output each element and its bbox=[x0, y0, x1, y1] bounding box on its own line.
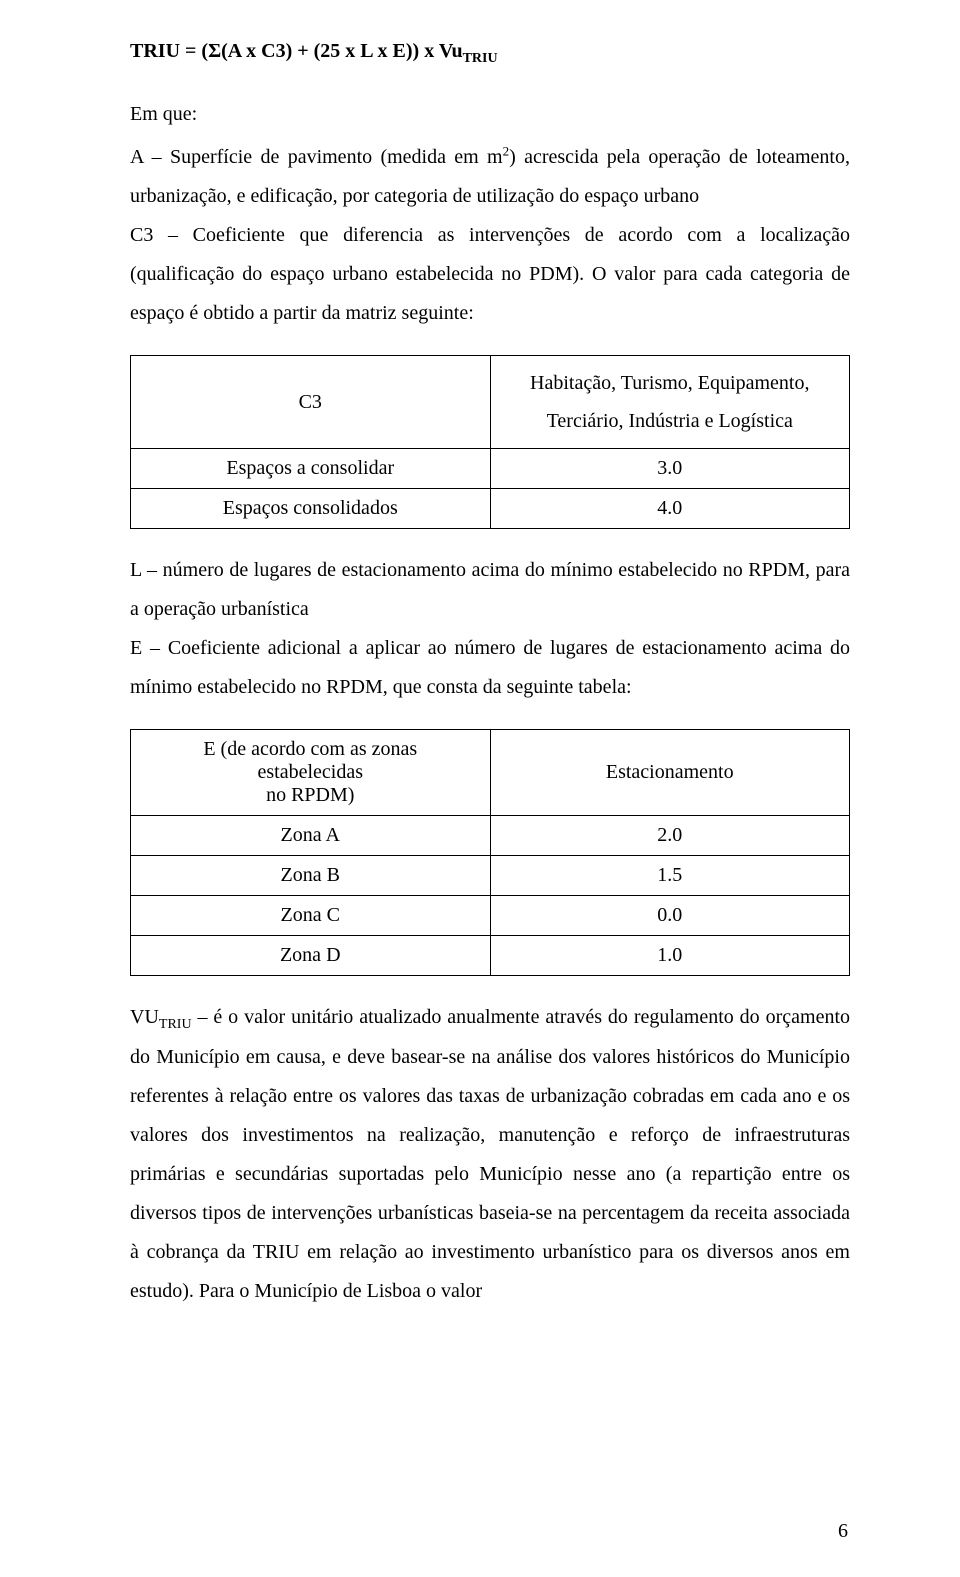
table-cell-value: 1.5 bbox=[490, 856, 850, 896]
table-cell-zone: Zona D bbox=[131, 936, 491, 976]
para-VU-rest: – é o valor unitário atualizado anualmen… bbox=[130, 1006, 850, 1302]
paragraph-VU: VUTRIU – é o valor unitário atualizado a… bbox=[130, 998, 850, 1311]
table-row: E (de acordo com as zonas estabelecidas … bbox=[131, 730, 850, 816]
para-VU-subscript: TRIU bbox=[159, 1017, 192, 1032]
table-header-line1: Habitação, Turismo, Equipamento, bbox=[530, 372, 809, 394]
table-header-line2: Terciário, Indústria e Logística bbox=[547, 410, 793, 432]
table-cell-label: Espaços consolidados bbox=[131, 489, 491, 529]
table-cell-zone: Zona B bbox=[131, 856, 491, 896]
table-row: Zona A 2.0 bbox=[131, 816, 850, 856]
table-header-zones-line2: no RPDM) bbox=[266, 784, 354, 806]
table-row: Espaços consolidados 4.0 bbox=[131, 489, 850, 529]
table-cell-value: 3.0 bbox=[490, 449, 850, 489]
paragraph-C3: C3 – Coeficiente que diferencia as inter… bbox=[130, 216, 850, 333]
table-cell-value: 0.0 bbox=[490, 896, 850, 936]
table-cell-value: 2.0 bbox=[490, 816, 850, 856]
table-c3: C3 Habitação, Turismo, Equipamento, Terc… bbox=[130, 355, 850, 529]
table-header-estacionamento: Estacionamento bbox=[490, 730, 850, 816]
table-cell-value: 1.0 bbox=[490, 936, 850, 976]
table-header-c3: C3 bbox=[131, 356, 491, 449]
table-row: Zona B 1.5 bbox=[131, 856, 850, 896]
table-header-zones-line1: E (de acordo com as zonas estabelecidas bbox=[203, 738, 417, 783]
formula-text: TRIU = (Σ(A x C3) + (25 x L x E)) x Vu bbox=[130, 40, 463, 62]
table-row: Espaços a consolidar 3.0 bbox=[131, 449, 850, 489]
table-row: Zona C 0.0 bbox=[131, 896, 850, 936]
table-row: C3 Habitação, Turismo, Equipamento, Terc… bbox=[131, 356, 850, 449]
para-VU-prefix: VU bbox=[130, 1006, 159, 1028]
table-cell-value: 4.0 bbox=[490, 489, 850, 529]
formula-subscript: TRIU bbox=[463, 51, 498, 66]
table-header-categories: Habitação, Turismo, Equipamento, Terciár… bbox=[490, 356, 850, 449]
paragraph-A: A – Superfície de pavimento (medida em m… bbox=[130, 138, 850, 216]
lead-in: Em que: bbox=[130, 95, 850, 134]
paragraph-L: L – número de lugares de estacionamento … bbox=[130, 551, 850, 629]
table-cell-zone: Zona A bbox=[131, 816, 491, 856]
table-header-zones: E (de acordo com as zonas estabelecidas … bbox=[131, 730, 491, 816]
table-row: Zona D 1.0 bbox=[131, 936, 850, 976]
table-cell-label: Espaços a consolidar bbox=[131, 449, 491, 489]
para-A-prefix: A – Superfície de pavimento (medida em m bbox=[130, 146, 503, 168]
paragraph-E: E – Coeficiente adicional a aplicar ao n… bbox=[130, 629, 850, 707]
page-number: 6 bbox=[838, 1520, 848, 1543]
table-zones: E (de acordo com as zonas estabelecidas … bbox=[130, 729, 850, 976]
table-cell-zone: Zona C bbox=[131, 896, 491, 936]
formula-line: TRIU = (Σ(A x C3) + (25 x L x E)) x VuTR… bbox=[130, 40, 850, 67]
page-container: TRIU = (Σ(A x C3) + (25 x L x E)) x VuTR… bbox=[0, 0, 960, 1577]
